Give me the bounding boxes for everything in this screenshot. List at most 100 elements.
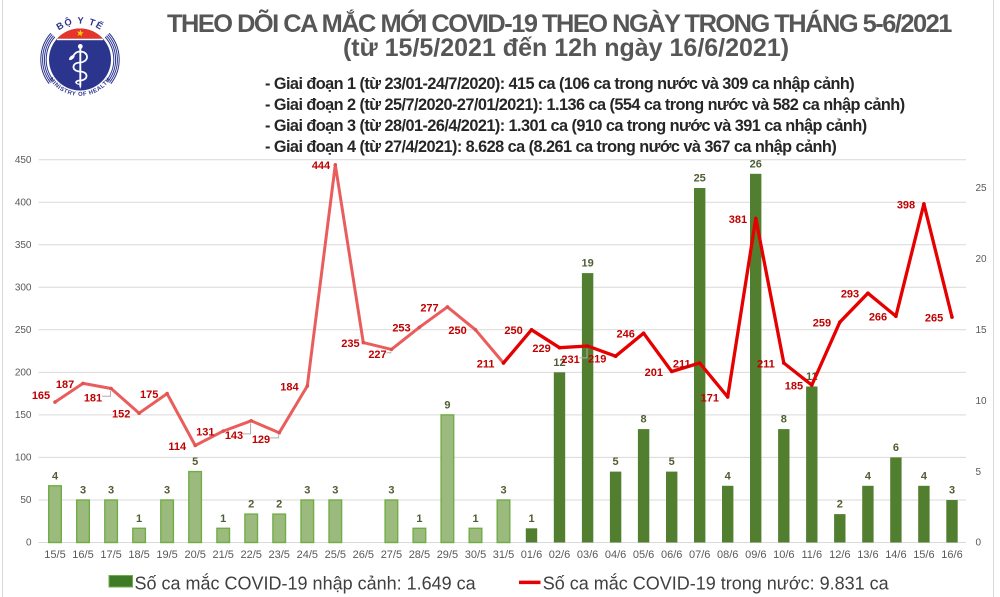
svg-text:114: 114 bbox=[168, 441, 187, 453]
svg-text:3: 3 bbox=[332, 485, 338, 497]
svg-text:350: 350 bbox=[15, 240, 32, 251]
svg-text:15/5: 15/5 bbox=[44, 549, 65, 561]
svg-text:31/5: 31/5 bbox=[493, 549, 514, 561]
svg-text:5: 5 bbox=[976, 467, 982, 478]
svg-text:Số ca mắc COVID-19 trong nước:: Số ca mắc COVID-19 trong nước: 9.831 ca bbox=[543, 573, 890, 594]
svg-text:5: 5 bbox=[669, 456, 675, 468]
svg-text:08/6: 08/6 bbox=[717, 549, 738, 561]
svg-text:231: 231 bbox=[561, 354, 579, 366]
svg-text:26: 26 bbox=[750, 158, 762, 170]
svg-text:19/5: 19/5 bbox=[156, 549, 177, 561]
svg-text:171: 171 bbox=[701, 392, 719, 404]
svg-text:1: 1 bbox=[472, 513, 478, 525]
svg-text:129: 129 bbox=[252, 434, 270, 446]
svg-text:0: 0 bbox=[26, 538, 32, 549]
svg-text:26/5: 26/5 bbox=[353, 549, 374, 561]
svg-text:250: 250 bbox=[15, 325, 32, 336]
svg-text:3: 3 bbox=[80, 485, 86, 497]
svg-text:3: 3 bbox=[108, 485, 114, 497]
svg-text:11/6: 11/6 bbox=[802, 549, 823, 561]
svg-text:22/5: 22/5 bbox=[240, 549, 261, 561]
svg-text:19: 19 bbox=[581, 258, 593, 270]
svg-text:3: 3 bbox=[388, 485, 394, 497]
svg-text:3: 3 bbox=[304, 485, 310, 497]
svg-text:4: 4 bbox=[865, 470, 872, 482]
svg-text:29/5: 29/5 bbox=[437, 549, 458, 561]
svg-text:9: 9 bbox=[444, 399, 450, 411]
svg-text:229: 229 bbox=[532, 343, 550, 355]
svg-text:03/6: 03/6 bbox=[577, 549, 598, 561]
svg-text:250: 250 bbox=[504, 325, 522, 337]
svg-text:227: 227 bbox=[368, 349, 386, 361]
svg-text:27/5: 27/5 bbox=[381, 549, 402, 561]
svg-text:300: 300 bbox=[15, 283, 32, 294]
svg-text:0: 0 bbox=[976, 538, 982, 549]
svg-text:16/6: 16/6 bbox=[941, 549, 962, 561]
svg-text:14/6: 14/6 bbox=[885, 549, 906, 561]
svg-text:143: 143 bbox=[225, 430, 243, 442]
svg-text:16/5: 16/5 bbox=[72, 549, 93, 561]
svg-text:6: 6 bbox=[893, 442, 899, 454]
svg-text:8: 8 bbox=[781, 414, 787, 426]
svg-text:15/6: 15/6 bbox=[913, 549, 934, 561]
svg-text:184: 184 bbox=[280, 381, 299, 393]
svg-text:09/6: 09/6 bbox=[745, 549, 766, 561]
svg-text:20: 20 bbox=[976, 254, 988, 265]
svg-text:15: 15 bbox=[976, 325, 988, 336]
svg-text:200: 200 bbox=[15, 368, 32, 379]
svg-text:219: 219 bbox=[588, 354, 606, 366]
svg-text:165: 165 bbox=[32, 390, 50, 402]
svg-text:1: 1 bbox=[416, 513, 422, 525]
svg-text:266: 266 bbox=[869, 312, 887, 324]
svg-text:185: 185 bbox=[785, 381, 803, 393]
svg-text:25/5: 25/5 bbox=[325, 549, 346, 561]
svg-text:4: 4 bbox=[725, 470, 732, 482]
svg-text:5: 5 bbox=[192, 456, 198, 468]
svg-text:11: 11 bbox=[806, 371, 818, 383]
svg-text:3: 3 bbox=[949, 485, 955, 497]
svg-text:3: 3 bbox=[164, 485, 170, 497]
svg-text:265: 265 bbox=[925, 313, 943, 325]
svg-text:2: 2 bbox=[248, 499, 254, 511]
svg-text:1: 1 bbox=[528, 513, 534, 525]
svg-text:211: 211 bbox=[757, 358, 775, 370]
svg-text:100: 100 bbox=[15, 453, 32, 464]
svg-text:253: 253 bbox=[392, 323, 410, 335]
svg-text:187: 187 bbox=[56, 379, 74, 391]
svg-text:24/5: 24/5 bbox=[297, 549, 318, 561]
svg-text:07/6: 07/6 bbox=[689, 549, 710, 561]
svg-text:246: 246 bbox=[617, 329, 635, 341]
svg-text:02/6: 02/6 bbox=[549, 549, 570, 561]
svg-text:01/6: 01/6 bbox=[521, 549, 542, 561]
svg-text:250: 250 bbox=[448, 325, 466, 337]
svg-text:4: 4 bbox=[921, 470, 928, 482]
svg-text:398: 398 bbox=[897, 199, 915, 211]
svg-text:211: 211 bbox=[673, 358, 691, 370]
svg-text:05/6: 05/6 bbox=[633, 549, 654, 561]
svg-text:293: 293 bbox=[841, 289, 859, 301]
svg-text:235: 235 bbox=[341, 338, 359, 350]
svg-text:10: 10 bbox=[976, 396, 988, 407]
svg-text:211: 211 bbox=[477, 358, 495, 370]
svg-text:23/5: 23/5 bbox=[268, 549, 289, 561]
svg-text:1: 1 bbox=[136, 513, 142, 525]
svg-text:1: 1 bbox=[220, 513, 226, 525]
svg-text:13/6: 13/6 bbox=[857, 549, 878, 561]
svg-text:06/6: 06/6 bbox=[661, 549, 682, 561]
svg-text:181: 181 bbox=[84, 393, 102, 405]
svg-text:Số ca mắc COVID-19 nhập cảnh:: Số ca mắc COVID-19 nhập cảnh: 1.649 ca bbox=[135, 573, 477, 594]
svg-text:150: 150 bbox=[15, 410, 32, 421]
svg-text:12: 12 bbox=[553, 357, 565, 369]
svg-text:2: 2 bbox=[837, 499, 843, 511]
svg-text:175: 175 bbox=[140, 389, 158, 401]
svg-text:17/5: 17/5 bbox=[100, 549, 121, 561]
svg-text:04/6: 04/6 bbox=[605, 549, 626, 561]
svg-text:259: 259 bbox=[813, 318, 831, 330]
svg-text:8: 8 bbox=[641, 414, 647, 426]
svg-text:400: 400 bbox=[15, 197, 32, 208]
svg-text:10/6: 10/6 bbox=[773, 549, 794, 561]
svg-text:30/5: 30/5 bbox=[465, 549, 486, 561]
svg-text:18/5: 18/5 bbox=[128, 549, 149, 561]
svg-text:450: 450 bbox=[15, 155, 32, 166]
svg-text:25: 25 bbox=[694, 173, 706, 185]
